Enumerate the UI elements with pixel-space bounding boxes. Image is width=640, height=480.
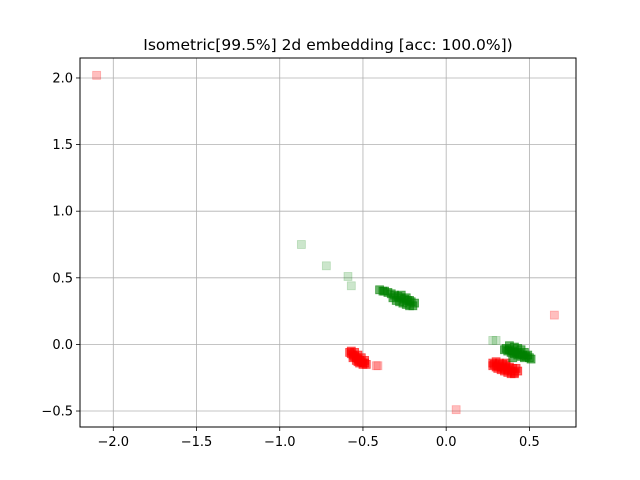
series-3 — [375, 285, 536, 364]
data-point — [549, 310, 559, 320]
y-tick-label: 0.0 — [52, 338, 73, 353]
data-point — [500, 345, 509, 355]
series-1 — [296, 240, 501, 345]
x-tick-label: 0.5 — [519, 435, 540, 450]
data-points — [92, 70, 559, 415]
plot-area-frame — [79, 57, 577, 428]
data-point — [491, 336, 501, 345]
data-point — [380, 286, 389, 296]
x-tick-label: −2.0 — [97, 435, 129, 450]
data-point — [321, 261, 331, 271]
data-point — [510, 369, 519, 379]
series-0 — [92, 70, 559, 415]
data-point — [343, 272, 353, 281]
grid — [80, 58, 576, 427]
x-tick-label: −1.5 — [181, 435, 213, 450]
x-axis-ticks: −2.0 −1.5 −1.0 −0.5 0.0 0.5 — [97, 427, 540, 450]
data-point — [371, 361, 381, 371]
data-point — [296, 240, 306, 249]
x-tick-label: −0.5 — [347, 435, 379, 450]
data-point — [92, 70, 102, 80]
data-point — [488, 336, 498, 345]
data-point — [353, 357, 363, 367]
series-2 — [345, 346, 523, 379]
data-point — [488, 361, 498, 371]
chart-title: Isometric[99.5%] 2d embedding [acc: 100.… — [143, 36, 512, 54]
data-point — [526, 354, 536, 364]
y-axis-ticks: −0.5 0.0 0.5 1.0 1.5 2.0 — [41, 71, 80, 420]
y-tick-label: −0.5 — [41, 405, 73, 420]
data-point — [501, 358, 511, 368]
data-point — [373, 361, 383, 371]
data-point — [346, 281, 356, 291]
y-tick-label: 1.5 — [52, 138, 73, 153]
y-tick-label: 2.0 — [52, 71, 73, 86]
y-tick-label: 0.5 — [52, 271, 73, 286]
y-tick-label: 1.0 — [52, 205, 73, 220]
x-tick-label: −1.0 — [264, 435, 296, 450]
x-tick-label: 0.0 — [436, 435, 457, 450]
data-point — [388, 293, 398, 303]
data-point — [451, 405, 461, 415]
data-point — [405, 296, 414, 305]
data-point — [508, 353, 518, 363]
data-point — [361, 359, 371, 369]
